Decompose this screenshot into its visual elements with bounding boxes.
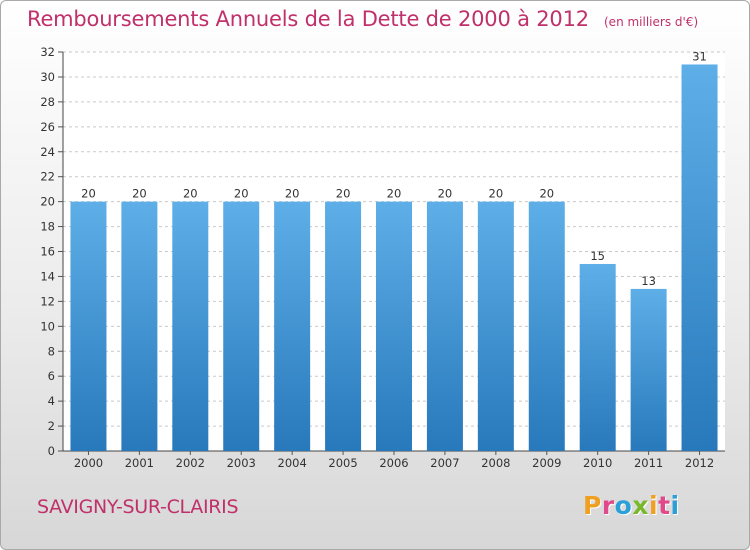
y-tick-label: 6 [48, 369, 55, 383]
data-label: 31 [692, 49, 707, 63]
y-tick-label: 2 [48, 419, 55, 433]
y-tick-label: 20 [40, 195, 55, 209]
chart-title: Remboursements Annuels de la Dette de 20… [27, 7, 698, 31]
x-tick-label: 2006 [379, 456, 408, 470]
chart-title-text: Remboursements Annuels de la Dette de 20… [27, 7, 589, 31]
chart-unit-label: (en milliers d'€) [604, 15, 699, 29]
commune-name: SAVIGNY-SUR-CLAIRIS [37, 496, 239, 518]
bar [477, 201, 514, 451]
y-tick-label: 28 [40, 95, 55, 109]
y-tick-label: 14 [40, 269, 55, 283]
y-tick-label: 16 [40, 245, 55, 259]
bar [223, 201, 260, 451]
brand-logo-letter: P [583, 491, 602, 520]
x-tick-label: 2011 [634, 456, 663, 470]
bar [325, 201, 362, 451]
data-label: 15 [590, 249, 605, 263]
data-label: 20 [336, 187, 351, 201]
brand-logo-letter: t [658, 491, 671, 520]
y-tick-label: 12 [40, 294, 55, 308]
brand-logo: Proxiti [583, 491, 680, 520]
x-tick-label: 2005 [328, 456, 357, 470]
bar [70, 201, 107, 451]
data-label: 20 [387, 187, 402, 201]
y-tick-label: 32 [40, 45, 55, 59]
data-label: 20 [285, 187, 300, 201]
data-label: 20 [132, 187, 147, 201]
y-tick-label: 4 [48, 394, 55, 408]
data-label: 20 [438, 187, 453, 201]
y-tick-label: 22 [40, 170, 55, 184]
bar [426, 201, 463, 451]
bar [681, 64, 718, 451]
data-label: 20 [489, 187, 504, 201]
bar [579, 263, 616, 451]
x-tick-label: 2008 [481, 456, 510, 470]
bar [528, 201, 565, 451]
x-tick-label: 2001 [125, 456, 154, 470]
x-tick-label: 2003 [227, 456, 256, 470]
y-tick-label: 10 [40, 319, 55, 333]
y-tick-label: 26 [40, 120, 55, 134]
data-label: 20 [539, 187, 554, 201]
bar [121, 201, 158, 451]
bar [630, 288, 667, 451]
x-tick-label: 2012 [685, 456, 714, 470]
y-tick-label: 0 [48, 444, 55, 458]
brand-logo-letter: i [670, 491, 680, 520]
y-tick-label: 30 [40, 70, 55, 84]
data-label: 20 [183, 187, 198, 201]
brand-logo-letter: i [649, 491, 659, 520]
y-tick-label: 24 [40, 145, 55, 159]
data-label: 20 [81, 187, 96, 201]
data-label: 13 [641, 274, 656, 288]
brand-logo-letter: r [601, 491, 615, 520]
x-tick-label: 2007 [430, 456, 459, 470]
bar [376, 201, 412, 451]
brand-logo-letter: x [632, 491, 649, 520]
x-tick-label: 2002 [176, 456, 205, 470]
x-tick-label: 2009 [532, 456, 561, 470]
bar [274, 201, 311, 451]
x-tick-label: 2000 [74, 456, 103, 470]
y-tick-label: 18 [40, 220, 55, 234]
y-tick-label: 8 [48, 344, 55, 358]
x-tick-label: 2004 [278, 456, 307, 470]
x-tick-label: 2010 [583, 456, 612, 470]
data-label: 20 [234, 187, 249, 201]
bar [172, 201, 209, 451]
brand-logo-letter: o [614, 491, 633, 520]
